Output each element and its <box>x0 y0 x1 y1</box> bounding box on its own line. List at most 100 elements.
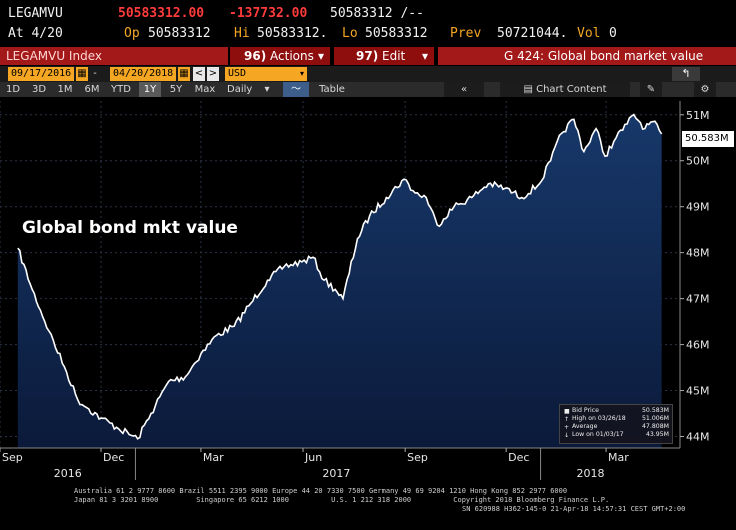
legend-row-bid: ■ Bid Price 50.583M <box>563 407 669 415</box>
legend-value: 47.808M <box>642 423 669 430</box>
x-tick-label-1: Dec <box>103 451 124 464</box>
quote-line-1: LEGAMVU 50583312.00 -137732.00 50583312 … <box>0 5 736 23</box>
collapse-icon[interactable]: « <box>444 82 484 97</box>
open-label: Op <box>124 26 140 41</box>
date-range-bar: 09/17/2016 ▦ - 04/20/2018 ▦ < > USD ▾ ↰ <box>0 66 736 82</box>
y-axis: 44M 45M 46M 47M 48M 49M 50M 51M <box>679 101 710 448</box>
chart-function-title: G 424: Global bond market value <box>438 47 736 65</box>
x-tick-label-2: Mar <box>203 451 224 464</box>
edit-pencil-icon[interactable]: ✎ <box>640 82 662 97</box>
period-max[interactable]: Max <box>194 84 216 95</box>
period-1m[interactable]: 1M <box>57 84 73 95</box>
y-tick-label-7: 51M <box>686 109 710 122</box>
period-5y[interactable]: 5Y <box>169 84 183 95</box>
chevron-down-icon[interactable]: ▾ <box>297 67 307 81</box>
last-price-badge: 50.583M <box>682 131 734 147</box>
y-tick-label-5: 49M <box>686 201 710 214</box>
edit-label: Edit <box>382 49 406 63</box>
calendar-icon[interactable]: ▦ <box>178 67 190 81</box>
chart-content-label: Chart Content <box>536 84 607 95</box>
table-button[interactable]: Table <box>319 84 345 95</box>
x-tick-label-3: Jun <box>304 451 322 464</box>
chevron-down-icon: ▾ <box>317 49 324 63</box>
chevron-down-icon[interactable]: ▾ <box>264 84 270 95</box>
legend-value: 43.95M <box>645 431 669 438</box>
net-change: -137732.00 <box>229 6 308 21</box>
low-value: 50583312 <box>365 26 428 41</box>
x-tick-label-4: Sep <box>407 451 428 464</box>
settings-gear-icon[interactable]: ⚙ <box>694 82 716 97</box>
menu-bar: LEGAMVU Index 96) Actions ▾ 97) Edit ▾ G… <box>0 47 736 65</box>
legend-row-average: + Average 47.808M <box>563 423 669 431</box>
actions-label: Actions <box>270 49 314 63</box>
last-price: 50583312.00 <box>118 6 205 21</box>
volume-label: Vol <box>577 26 601 41</box>
up-arrow-icon: ↑ <box>564 416 570 423</box>
period-1d[interactable]: 1D <box>5 84 21 95</box>
series-area-fill <box>17 114 662 448</box>
footer: Australia 61 2 9777 8600 Brazil 5511 239… <box>0 487 736 530</box>
x-axis: Sep Dec Mar Jun Sep Dec Mar 2016 2017 2018 <box>0 447 680 480</box>
footer-contacts-1: Australia 61 2 9777 8600 Brazil 5511 239… <box>74 487 568 495</box>
legend-label: Average <box>572 423 598 430</box>
chart-content-button[interactable]: ▤ Chart Content <box>500 82 630 97</box>
actions-number: 96) <box>244 49 267 63</box>
legend-row-high: ↑ High on 03/26/18 51.006M <box>563 415 669 423</box>
chart-legend[interactable]: ■ Bid Price 50.583M ↑ High on 03/26/18 5… <box>559 404 673 444</box>
date-separator: - <box>92 68 99 79</box>
legend-row-low: ↓ Low on 01/03/17 43.95M <box>563 431 669 439</box>
prev-label: Prev <box>450 26 482 41</box>
period-ytd[interactable]: YTD <box>111 84 131 95</box>
square-marker-icon: ■ <box>564 408 570 415</box>
chart-annotation[interactable]: Global bond mkt value <box>22 218 238 238</box>
legend-label: Low on 01/03/17 <box>572 431 624 438</box>
period-6m[interactable]: 6M <box>84 84 100 95</box>
bid-ask: 50583312 /-- <box>330 6 424 21</box>
x-tick-label-0: Sep <box>2 451 23 464</box>
quote-line-2: At 4/20 Op 50583312 Hi 50583312. Lo 5058… <box>0 25 736 43</box>
security-index-label[interactable]: LEGAMVU Index <box>0 47 228 65</box>
end-date-input[interactable]: 04/20/2018 <box>110 67 176 81</box>
high-value: 50583312. <box>257 26 328 41</box>
actions-menu[interactable]: 96) Actions ▾ <box>230 47 330 65</box>
y-tick-label-4: 48M <box>686 247 710 260</box>
footer-contacts-2: Japan 81 3 3201 8900 Singapore 65 6212 1… <box>74 496 610 504</box>
series-line <box>17 113 663 440</box>
line-chart-icon[interactable]: 〜 <box>283 82 309 97</box>
low-label: Lo <box>342 26 358 41</box>
period-1y[interactable]: 1Y <box>139 82 161 97</box>
plus-icon: + <box>564 424 570 431</box>
x-year-label-2: 2018 <box>577 467 605 480</box>
footer-session: SN 620988 H362-145-0 21-Apr-18 14:57:31 … <box>462 505 686 513</box>
y-tick-label-0: 44M <box>686 431 710 444</box>
legend-label: Bid Price <box>572 407 599 414</box>
frequency-select[interactable]: Daily <box>227 84 253 95</box>
open-value: 50583312 <box>148 26 211 41</box>
back-arrow-icon[interactable]: ↰ <box>672 67 700 81</box>
ticker: LEGAMVU <box>8 6 63 21</box>
y-tick-label-6: 50M <box>686 155 710 168</box>
x-tick-label-6: Mar <box>608 451 629 464</box>
y-tick-label-1: 45M <box>686 385 710 398</box>
edit-menu[interactable]: 97) Edit ▾ <box>334 47 434 65</box>
as-of-date: At 4/20 <box>8 26 63 41</box>
chevron-down-icon: ▾ <box>421 49 428 63</box>
period-3d[interactable]: 3D <box>31 84 47 95</box>
calendar-icon[interactable]: ▦ <box>76 67 88 81</box>
down-arrow-icon: ↓ <box>564 432 570 439</box>
legend-value: 50.583M <box>642 407 669 414</box>
x-year-label-0: 2016 <box>54 467 82 480</box>
legend-label: High on 03/26/18 <box>572 415 626 422</box>
chart-toolbar: 1D 3D 1M 6M YTD 1Y 5Y Max Daily ▾ 〜 Tabl… <box>0 82 736 97</box>
volume-value: 0 <box>609 26 617 41</box>
legend-value: 51.006M <box>642 415 669 422</box>
prev-value: 50721044. <box>497 26 568 41</box>
y-tick-label-3: 47M <box>686 293 710 306</box>
chevron-right-icon[interactable]: > <box>207 67 219 81</box>
currency-select[interactable]: USD <box>225 67 297 81</box>
x-tick-label-5: Dec <box>508 451 529 464</box>
start-date-input[interactable]: 09/17/2016 <box>8 67 74 81</box>
chevron-left-icon[interactable]: < <box>193 67 205 81</box>
edit-number: 97) <box>356 49 379 63</box>
